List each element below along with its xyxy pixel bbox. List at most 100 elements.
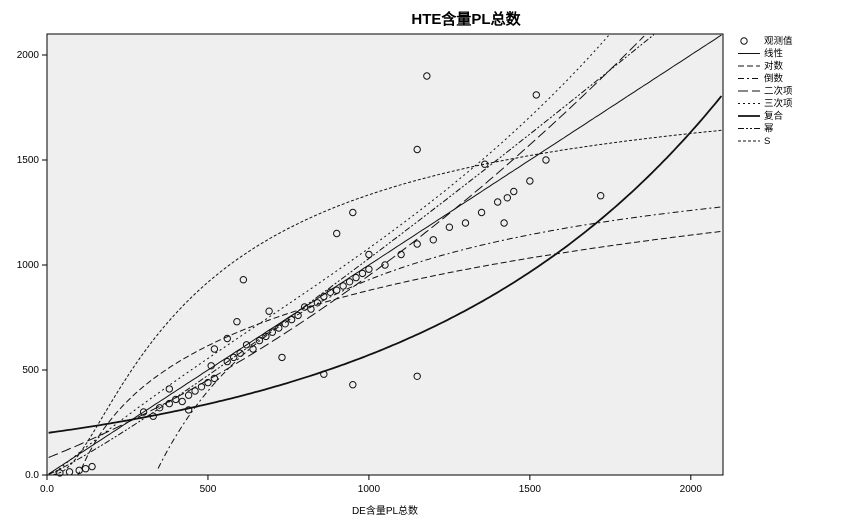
legend-label-log: 对数 xyxy=(764,60,784,72)
point-40 xyxy=(381,261,389,269)
point-3 xyxy=(81,465,90,473)
x-tick-label-1: 500 xyxy=(200,484,217,495)
point-67 xyxy=(596,192,605,200)
y-tick-label-2: 1000 xyxy=(17,260,40,271)
point-16 xyxy=(207,362,215,370)
point-23 xyxy=(262,332,270,341)
point-30 xyxy=(307,305,315,313)
point-22 xyxy=(255,336,264,345)
point-21 xyxy=(249,345,257,353)
point-10 xyxy=(178,397,186,406)
x-tick-label-0: 0.0 xyxy=(40,484,54,495)
point-58 xyxy=(349,208,357,217)
point-27 xyxy=(287,315,296,324)
y-tick-label-4: 2000 xyxy=(17,50,40,61)
point-5 xyxy=(139,408,148,416)
point-70 xyxy=(233,318,241,326)
curve-compound xyxy=(48,95,723,434)
point-45 xyxy=(461,219,470,227)
point-57 xyxy=(333,229,341,238)
legend-label-s: S xyxy=(764,136,770,147)
point-49 xyxy=(526,177,534,185)
curve-power xyxy=(48,34,655,475)
legend-label-cubic: 三次项 xyxy=(764,98,793,110)
point-20 xyxy=(242,341,251,349)
point-64 xyxy=(500,219,508,227)
point-15 xyxy=(210,374,219,383)
y-tick-label-3: 1500 xyxy=(17,155,40,166)
point-29 xyxy=(300,303,309,311)
point-32 xyxy=(320,292,328,301)
point-62 xyxy=(423,72,431,80)
curve-s xyxy=(48,129,722,476)
observations xyxy=(56,72,605,477)
legend-label-power: 幂 xyxy=(764,124,774,135)
point-52 xyxy=(184,406,193,414)
point-1 xyxy=(65,468,74,476)
point-42 xyxy=(413,240,421,248)
point-44 xyxy=(445,223,454,231)
y-tick-label-1: 500 xyxy=(22,365,39,376)
point-60 xyxy=(413,372,421,380)
point-66 xyxy=(532,91,540,99)
point-25 xyxy=(275,324,283,332)
point-61 xyxy=(413,145,421,154)
point-50 xyxy=(542,156,550,164)
point-26 xyxy=(281,320,289,328)
point-28 xyxy=(294,311,302,320)
point-11 xyxy=(184,391,193,399)
point-55 xyxy=(265,307,273,315)
point-6 xyxy=(149,412,157,420)
point-17 xyxy=(223,357,231,366)
point-38 xyxy=(358,269,367,278)
point-59 xyxy=(365,250,373,259)
curve-inverse xyxy=(157,206,722,469)
x-tick-label-3: 1500 xyxy=(519,484,542,495)
point-18 xyxy=(230,353,238,362)
chart-title: HTE含量PL总数 xyxy=(411,10,521,28)
point-37 xyxy=(352,273,360,282)
point-13 xyxy=(197,383,206,391)
point-8 xyxy=(165,399,174,408)
y-tick-label-0: 0.0 xyxy=(25,470,39,481)
point-41 xyxy=(397,250,405,259)
point-9 xyxy=(172,395,180,404)
x-axis-label: DE含量PL总数 xyxy=(352,504,418,517)
y-axis-ticks: 0.0 500 1000 1500 2000 xyxy=(17,50,47,481)
x-axis-ticks: 0.0 500 1000 1500 2000 xyxy=(40,475,702,495)
point-0 xyxy=(56,469,64,477)
point-48 xyxy=(510,187,518,196)
x-tick-label-4: 2000 xyxy=(680,484,703,495)
legend-label-compound: 复合 xyxy=(764,110,784,122)
point-54 xyxy=(239,276,248,284)
curve-cubic xyxy=(54,35,610,473)
point-39 xyxy=(365,265,373,273)
point-14 xyxy=(204,378,212,387)
point-19 xyxy=(236,349,244,357)
point-53 xyxy=(210,345,219,353)
legend-label-linear: 线性 xyxy=(764,48,784,60)
curve-quadratic xyxy=(48,35,645,458)
point-12 xyxy=(191,387,199,395)
point-7 xyxy=(155,404,164,412)
curve-log xyxy=(48,230,722,476)
point-24 xyxy=(268,328,277,336)
legend-label-inverse: 倒数 xyxy=(764,73,784,85)
legend-label-quadratic: 二次项 xyxy=(764,85,793,97)
fit-curves xyxy=(48,34,723,476)
point-63 xyxy=(481,160,489,168)
point-71 xyxy=(223,334,231,343)
point-43 xyxy=(429,236,437,244)
point-51 xyxy=(165,385,174,393)
point-47 xyxy=(493,198,502,206)
point-69 xyxy=(349,381,357,389)
x-tick-label-2: 1000 xyxy=(358,484,381,495)
legend-label-obs: 观测值 xyxy=(764,35,793,47)
point-65 xyxy=(503,194,512,202)
point-68 xyxy=(320,370,328,378)
point-31 xyxy=(313,299,322,307)
curve-linear xyxy=(48,34,722,475)
point-46 xyxy=(477,208,486,217)
